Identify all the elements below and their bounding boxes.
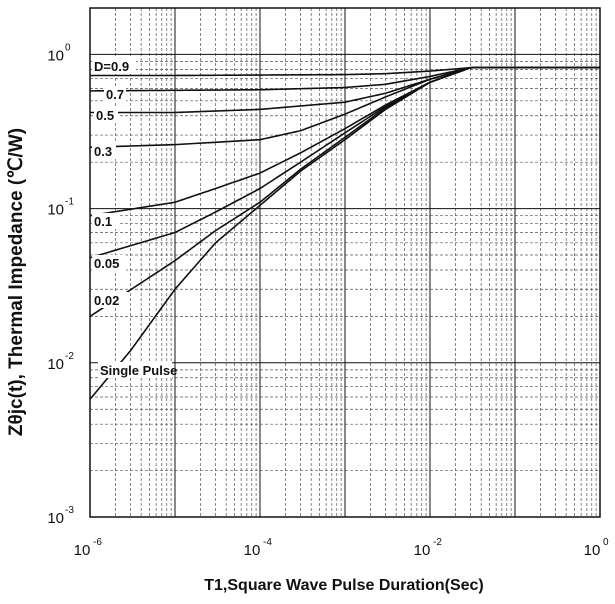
x-tick-label: 10	[414, 542, 431, 559]
x-tick-exponent: -4	[263, 537, 272, 548]
label-bg-d09	[92, 58, 136, 74]
curve-label-d09: D=0.9	[94, 59, 129, 74]
curve-label-d03: 0.3	[94, 144, 112, 159]
label-bg-single	[98, 362, 172, 378]
label-bg-d05	[94, 107, 118, 123]
x-tick-exponent: 0	[603, 537, 609, 548]
curve-label-single: Single Pulse	[100, 363, 177, 378]
x-axis-label: T1,Square Wave Pulse Duration(Sec)	[204, 577, 483, 594]
y-tick-exponent: -2	[65, 351, 74, 362]
label-bg-d005	[92, 255, 126, 271]
data-curves	[89, 66, 600, 400]
y-tick-label: 10	[47, 356, 64, 373]
curve-label-d07: 0.7	[106, 87, 124, 102]
y-tick-label: 10	[47, 202, 64, 219]
y-axis-label: Zθjc(t), Thermal Impedance (℃/W)	[6, 128, 27, 436]
y-tick-label: 10	[47, 510, 64, 527]
x-tick-label: 10	[74, 542, 91, 559]
major-gridlines	[90, 8, 600, 517]
x-tick-label: 10	[244, 542, 261, 559]
curve-label-d01: 0.1	[94, 214, 112, 229]
x-tick-labels: 10 -6 10 -4 10 -2 10 0	[74, 537, 609, 559]
x-tick-label: 10	[584, 542, 601, 559]
label-bg-d01	[92, 213, 118, 229]
curve-label-d005: 0.05	[94, 256, 119, 271]
curve-single-pulse	[89, 66, 600, 400]
x-tick-exponent: -2	[433, 537, 442, 548]
label-bg-d002	[92, 292, 128, 308]
label-bg-d07	[104, 86, 126, 102]
curve-label-d05: 0.5	[96, 108, 114, 123]
y-tick-exponent: -1	[65, 197, 74, 208]
y-tick-label: 10	[47, 47, 64, 64]
y-tick-exponent: 0	[65, 42, 71, 53]
y-tick-exponent: -3	[65, 505, 74, 516]
curve-label-d002: 0.02	[94, 293, 119, 308]
plot-frame	[89, 7, 601, 518]
label-bg-d03	[92, 143, 116, 159]
x-tick-exponent: -6	[93, 537, 102, 548]
